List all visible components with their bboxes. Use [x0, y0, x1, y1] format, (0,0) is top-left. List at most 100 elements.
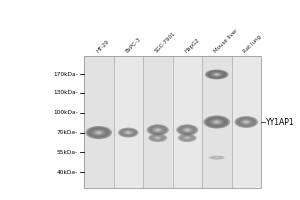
Ellipse shape: [184, 129, 190, 131]
Ellipse shape: [207, 117, 227, 127]
Text: 130kDa-: 130kDa-: [53, 90, 78, 95]
Ellipse shape: [183, 128, 191, 132]
Ellipse shape: [184, 136, 191, 139]
Ellipse shape: [85, 126, 112, 139]
Ellipse shape: [239, 118, 254, 126]
Ellipse shape: [236, 117, 256, 127]
Ellipse shape: [182, 127, 193, 133]
Text: 70kDa-: 70kDa-: [57, 130, 78, 135]
Ellipse shape: [211, 156, 223, 159]
Ellipse shape: [148, 125, 167, 135]
Text: HT-29: HT-29: [95, 39, 110, 54]
Ellipse shape: [212, 156, 222, 159]
Ellipse shape: [180, 135, 194, 141]
Ellipse shape: [209, 71, 224, 78]
Ellipse shape: [123, 130, 134, 135]
Ellipse shape: [211, 72, 223, 77]
Ellipse shape: [205, 116, 228, 128]
Ellipse shape: [210, 156, 224, 159]
Ellipse shape: [212, 120, 222, 124]
Ellipse shape: [124, 131, 132, 134]
Ellipse shape: [178, 125, 197, 135]
Ellipse shape: [215, 157, 219, 158]
Ellipse shape: [245, 121, 248, 123]
Ellipse shape: [127, 132, 130, 133]
Ellipse shape: [181, 135, 193, 141]
Ellipse shape: [149, 126, 166, 134]
Ellipse shape: [152, 135, 164, 141]
Ellipse shape: [214, 157, 220, 158]
Ellipse shape: [149, 134, 166, 142]
Ellipse shape: [155, 129, 160, 131]
Ellipse shape: [210, 119, 224, 125]
Ellipse shape: [151, 126, 165, 133]
Ellipse shape: [215, 121, 218, 123]
Bar: [143, 56, 172, 188]
Ellipse shape: [89, 128, 109, 138]
Text: 100kDa-: 100kDa-: [53, 110, 78, 115]
Ellipse shape: [92, 129, 105, 136]
Ellipse shape: [240, 119, 252, 125]
Ellipse shape: [126, 131, 131, 134]
Ellipse shape: [155, 137, 160, 139]
Text: Rat lung: Rat lung: [243, 34, 262, 54]
Bar: [172, 56, 202, 188]
Ellipse shape: [156, 129, 159, 131]
Ellipse shape: [153, 136, 163, 140]
Text: Mouse liver: Mouse liver: [213, 28, 239, 54]
Ellipse shape: [179, 126, 196, 134]
Ellipse shape: [151, 135, 165, 141]
Ellipse shape: [157, 137, 159, 138]
Ellipse shape: [180, 126, 194, 133]
Bar: [84, 56, 261, 188]
Ellipse shape: [213, 120, 220, 124]
Ellipse shape: [87, 127, 110, 138]
Ellipse shape: [208, 71, 226, 78]
Text: 170kDa-: 170kDa-: [53, 72, 78, 77]
Bar: [84, 56, 261, 188]
Ellipse shape: [215, 74, 218, 75]
Bar: [202, 56, 232, 188]
Text: YY1AP1: YY1AP1: [266, 118, 294, 127]
Ellipse shape: [185, 137, 190, 139]
Ellipse shape: [186, 137, 188, 138]
Text: SGC-7901: SGC-7901: [154, 31, 177, 54]
Ellipse shape: [213, 157, 221, 159]
Ellipse shape: [242, 120, 251, 124]
Ellipse shape: [152, 127, 163, 133]
Text: 55kDa-: 55kDa-: [57, 150, 78, 155]
Ellipse shape: [237, 118, 255, 126]
Ellipse shape: [121, 129, 136, 136]
Ellipse shape: [154, 128, 162, 132]
Ellipse shape: [182, 136, 192, 140]
Bar: [113, 56, 143, 188]
Ellipse shape: [95, 131, 102, 134]
Ellipse shape: [216, 157, 218, 158]
Ellipse shape: [208, 156, 225, 160]
Ellipse shape: [97, 132, 100, 133]
Ellipse shape: [148, 134, 167, 142]
Text: 40kDa-: 40kDa-: [57, 170, 78, 175]
Text: HepG2: HepG2: [184, 37, 200, 54]
Bar: [232, 56, 261, 188]
Ellipse shape: [176, 124, 198, 136]
Ellipse shape: [91, 128, 107, 137]
Ellipse shape: [147, 124, 169, 136]
Ellipse shape: [154, 136, 161, 139]
Ellipse shape: [118, 128, 139, 138]
Ellipse shape: [206, 70, 227, 79]
Ellipse shape: [203, 115, 230, 129]
Ellipse shape: [122, 129, 135, 136]
Ellipse shape: [208, 118, 225, 126]
Bar: [84, 56, 113, 188]
Ellipse shape: [205, 70, 229, 79]
Ellipse shape: [235, 116, 258, 128]
Ellipse shape: [186, 129, 189, 131]
Ellipse shape: [178, 134, 197, 142]
Ellipse shape: [94, 130, 104, 135]
Ellipse shape: [214, 73, 220, 76]
Ellipse shape: [119, 128, 137, 137]
Text: BxPC-3: BxPC-3: [125, 36, 142, 54]
Ellipse shape: [243, 121, 249, 123]
Ellipse shape: [179, 134, 196, 142]
